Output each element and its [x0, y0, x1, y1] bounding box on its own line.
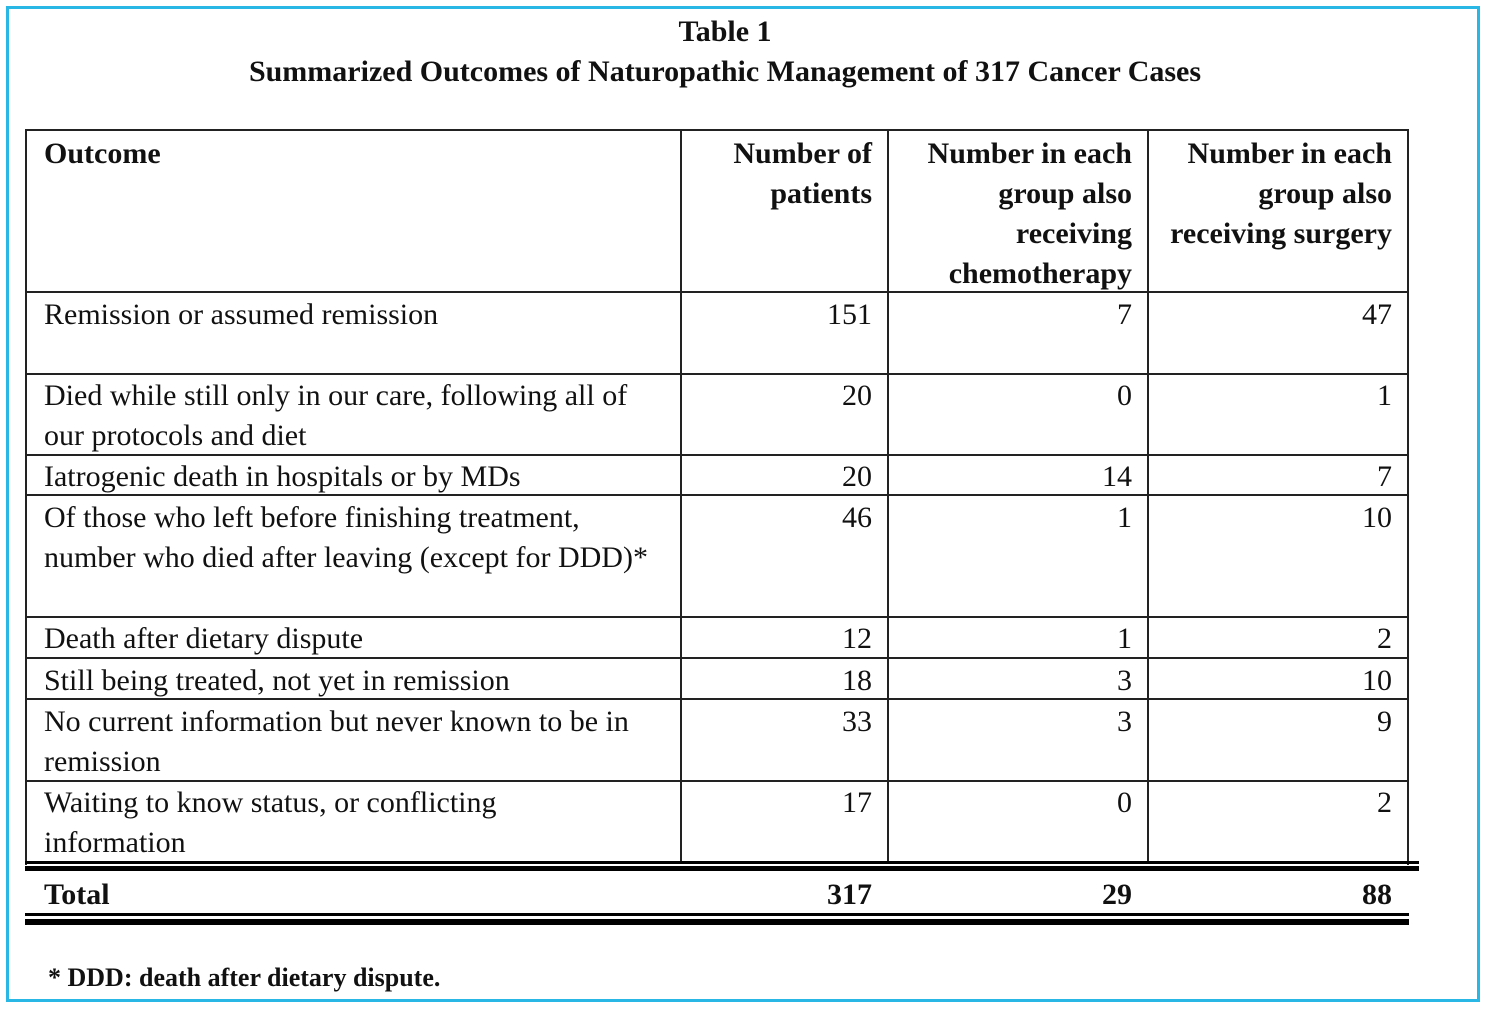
total-label: Total: [44, 878, 110, 911]
row-divider: [25, 494, 1409, 496]
row-patients: 33: [842, 705, 872, 738]
total-surgery: 88: [1362, 878, 1392, 911]
total-chemo: 29: [1102, 878, 1132, 911]
row-patients: 17: [842, 786, 872, 819]
document-frame: [6, 6, 1480, 1002]
row-patients: 20: [842, 379, 872, 412]
row-patients: 20: [842, 460, 872, 493]
table-grid: [25, 129, 1409, 865]
row-outcome: Died while still only in our care, follo…: [44, 379, 628, 452]
row-surgery: 7: [1377, 460, 1392, 493]
row-chemo: 0: [1117, 379, 1132, 412]
row-surgery: 2: [1377, 622, 1392, 655]
row-patients: 12: [842, 622, 872, 655]
header-outcome: Outcome: [44, 137, 161, 170]
row-chemo: 7: [1117, 298, 1132, 331]
row-surgery: 47: [1362, 298, 1392, 331]
row-surgery: 9: [1377, 705, 1392, 738]
row-divider: [25, 291, 1409, 293]
column-divider: [680, 129, 682, 863]
row-divider: [25, 454, 1409, 456]
row-chemo: 14: [1102, 460, 1132, 493]
row-surgery: 1: [1377, 379, 1392, 412]
row-surgery: 10: [1362, 664, 1392, 697]
header-patients: Number of patients: [733, 137, 872, 210]
row-surgery: 10: [1362, 501, 1392, 534]
total-rule-top: [25, 861, 1419, 864]
row-divider: [25, 616, 1409, 618]
row-outcome: Of those who left before finishing treat…: [44, 501, 648, 574]
total-patients: 317: [827, 878, 872, 911]
row-outcome: Waiting to know status, or conflicting i…: [44, 786, 497, 859]
row-patients: 151: [827, 298, 872, 331]
row-chemo: 0: [1117, 786, 1132, 819]
row-divider: [25, 373, 1409, 375]
column-divider: [1147, 129, 1149, 863]
row-divider: [25, 698, 1409, 700]
row-chemo: 1: [1117, 501, 1132, 534]
row-outcome: Remission or assumed remission: [44, 298, 439, 331]
row-chemo: 3: [1117, 705, 1132, 738]
row-patients: 46: [842, 501, 872, 534]
row-divider: [25, 780, 1409, 782]
row-chemo: 1: [1117, 622, 1132, 655]
table-title: Summarized Outcomes of Naturopathic Mana…: [248, 55, 1202, 88]
total-rule-top-heavy: [25, 866, 1419, 871]
row-outcome: Iatrogenic death in hospitals or by MDs: [44, 460, 521, 493]
row-divider: [25, 657, 1409, 659]
table-label: Table 1: [678, 15, 772, 48]
header-chemotherapy: Number in each group also receiving chem…: [927, 137, 1132, 290]
footnote: * DDD: death after dietary dispute.: [48, 963, 441, 992]
header-surgery: Number in each group also receiving surg…: [1170, 137, 1392, 250]
row-outcome: No current information but never known t…: [44, 705, 629, 778]
total-rule-bottom: [25, 913, 1409, 916]
row-patients: 18: [842, 664, 872, 697]
row-outcome: Still being treated, not yet in remissio…: [44, 664, 510, 697]
row-outcome: Death after dietary dispute: [44, 622, 364, 655]
row-chemo: 3: [1117, 664, 1132, 697]
row-surgery: 2: [1377, 786, 1392, 819]
column-divider: [887, 129, 889, 863]
total-rule-bottom-heavy: [25, 919, 1409, 925]
